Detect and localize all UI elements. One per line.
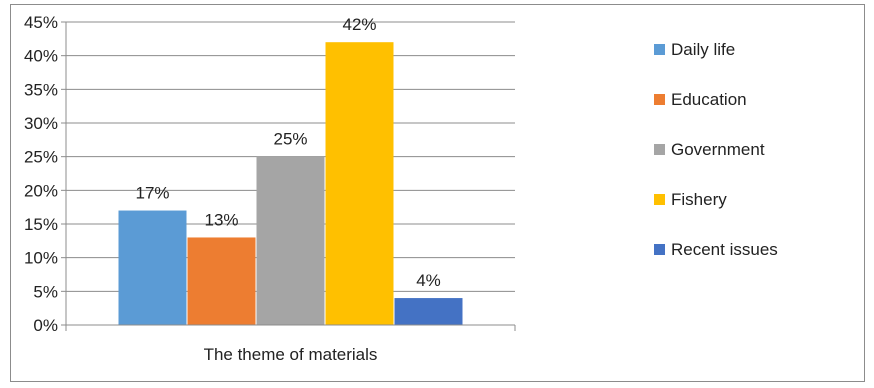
- data-label-education: 13%: [204, 210, 238, 229]
- y-tick-label: 5%: [33, 282, 58, 301]
- legend-label-government: Government: [671, 140, 765, 159]
- bar-recent-issues: [394, 298, 463, 325]
- y-tick-label: 35%: [24, 80, 58, 99]
- y-tick-label: 0%: [33, 316, 58, 335]
- legend-label-daily-life: Daily life: [671, 40, 735, 59]
- bar-daily-life: [118, 210, 187, 325]
- y-tick-label: 10%: [24, 249, 58, 268]
- legend: Daily life Education Government Fishery Rece…: [654, 40, 778, 259]
- data-labels: 17% 13% 25% 42% 4%: [135, 15, 440, 290]
- legend-swatch-fishery: [654, 194, 665, 205]
- bar-fishery: [325, 42, 394, 325]
- legend-swatch-daily-life: [654, 44, 665, 55]
- x-axis-label: The theme of materials: [204, 345, 378, 364]
- legend-label-recent-issues: Recent issues: [671, 240, 778, 259]
- y-tick-label: 20%: [24, 181, 58, 200]
- y-axis-ticks: 0% 5% 10% 15% 20% 25% 30% 35% 40% 45%: [24, 13, 58, 335]
- y-tick-label: 45%: [24, 13, 58, 32]
- bar-education: [187, 237, 256, 325]
- data-label-government: 25%: [273, 130, 307, 149]
- bar-government: [256, 156, 325, 325]
- legend-label-education: Education: [671, 90, 747, 109]
- legend-swatch-education: [654, 94, 665, 105]
- legend-label-fishery: Fishery: [671, 190, 727, 209]
- y-tick-label: 30%: [24, 114, 58, 133]
- legend-swatch-government: [654, 144, 665, 155]
- data-label-recent-issues: 4%: [416, 271, 441, 290]
- legend-swatch-recent-issues: [654, 244, 665, 255]
- bars: [118, 42, 463, 325]
- data-label-fishery: 42%: [342, 15, 376, 34]
- data-label-daily-life: 17%: [135, 184, 169, 203]
- y-tick-label: 40%: [24, 47, 58, 66]
- y-tick-label: 25%: [24, 148, 58, 167]
- y-tick-label: 15%: [24, 215, 58, 234]
